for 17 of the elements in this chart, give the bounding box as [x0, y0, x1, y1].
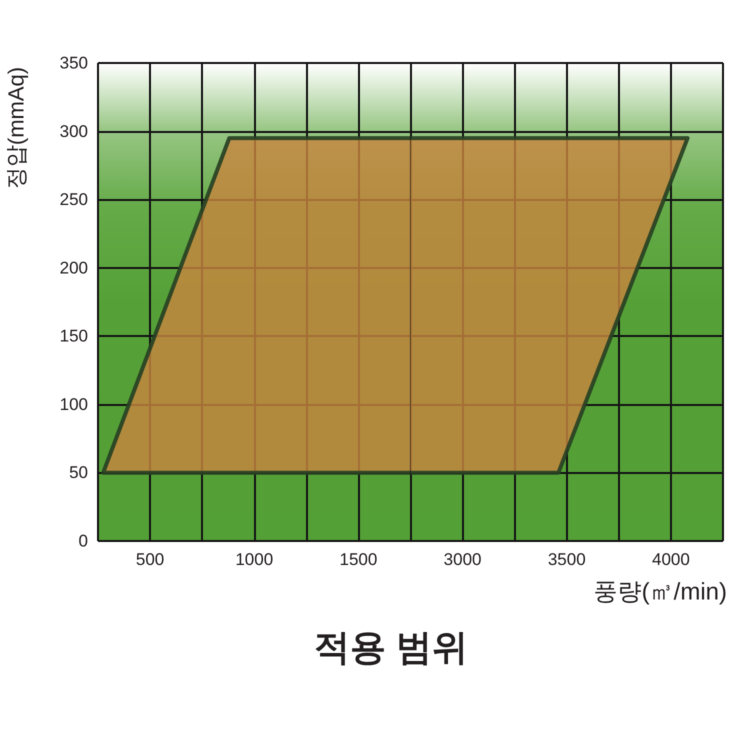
y-tick-label: 350	[60, 54, 88, 72]
y-tick-label: 50	[69, 463, 88, 482]
x-tick-label: 4000	[652, 550, 690, 569]
x-tick-label: 3000	[444, 550, 482, 569]
x-tick-label: 1000	[235, 550, 274, 569]
y-tick-label: 250	[60, 190, 88, 210]
y-axis-title: 정압(mmAq)	[4, 66, 28, 190]
y-tick-label: 150	[60, 326, 88, 346]
text: 적용 범위	[314, 626, 468, 668]
x-axis-title: 풍량(㎥/min)	[594, 578, 727, 606]
y-tick-label: 300	[60, 122, 88, 141]
y-tick-label: 0	[78, 532, 88, 550]
y-tick-label: 200	[60, 258, 88, 278]
y-tick-label: 100	[60, 394, 88, 414]
x-tick-label: 500	[136, 550, 164, 569]
x-tick-label: 3500	[548, 550, 586, 569]
x-tick-label: 1500	[340, 550, 378, 569]
